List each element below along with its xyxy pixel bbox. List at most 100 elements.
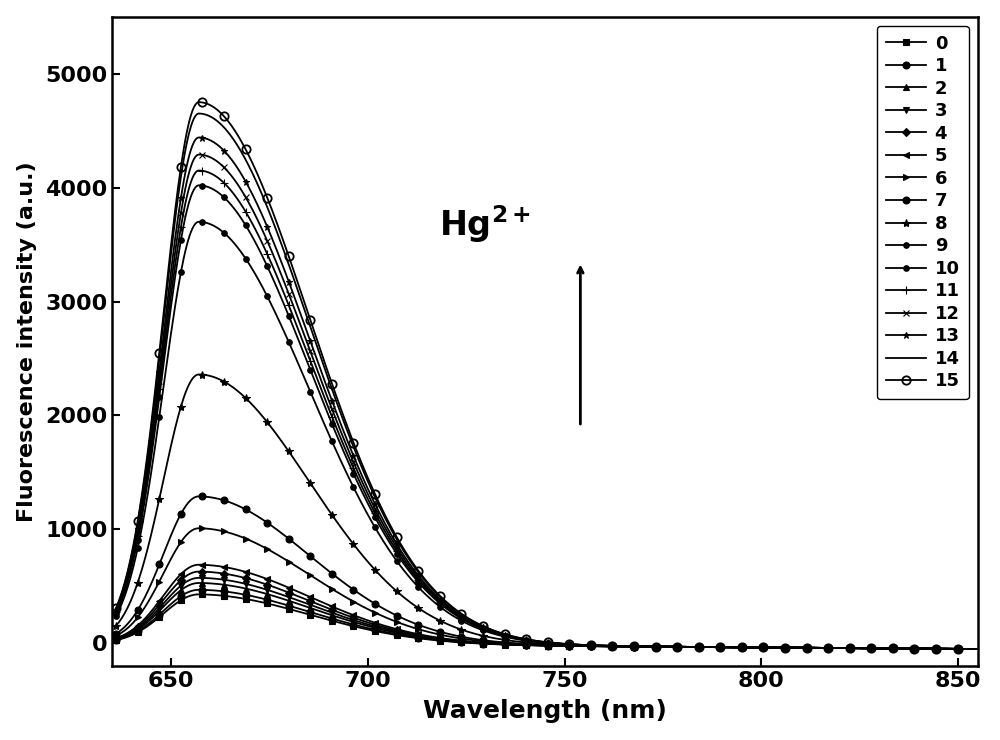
15 — [194, 98, 206, 107]
9 — [333, 453, 345, 462]
0 — [194, 590, 206, 599]
Line: 6: 6 — [113, 525, 981, 653]
Line: 12: 12 — [113, 151, 981, 653]
2 — [194, 579, 206, 588]
11 — [333, 430, 345, 439]
13 — [333, 415, 345, 424]
13 — [194, 133, 206, 142]
9 — [760, 643, 772, 652]
8 — [333, 520, 345, 529]
0 — [972, 645, 984, 653]
8 — [619, 642, 631, 650]
9 — [194, 218, 206, 226]
4 — [687, 642, 699, 651]
12 — [264, 243, 276, 252]
13 — [687, 642, 699, 651]
4 — [619, 642, 631, 651]
12 — [972, 645, 984, 653]
7 — [972, 645, 984, 653]
10 — [333, 437, 345, 445]
0 — [760, 643, 772, 652]
0 — [264, 599, 276, 608]
0 — [333, 618, 345, 627]
14 — [110, 604, 122, 613]
12 — [760, 643, 772, 652]
8 — [501, 636, 513, 645]
2 — [333, 613, 345, 622]
1 — [264, 596, 276, 605]
6 — [264, 546, 276, 555]
7 — [760, 643, 772, 652]
8 — [760, 643, 772, 652]
15 — [501, 630, 513, 639]
7 — [333, 575, 345, 584]
10 — [194, 181, 206, 189]
15 — [619, 642, 631, 650]
1 — [619, 642, 631, 651]
Line: 14: 14 — [116, 113, 978, 649]
Legend: 0, 1, 2, 3, 4, 5, 6, 7, 8, 9, 10, 11, 12, 13, 14, 15: 0, 1, 2, 3, 4, 5, 6, 7, 8, 9, 10, 11, 12… — [877, 26, 969, 400]
8 — [264, 421, 276, 430]
13 — [110, 605, 122, 614]
9 — [501, 633, 513, 642]
2 — [110, 635, 122, 644]
3 — [194, 574, 206, 582]
10 — [264, 268, 276, 277]
14 — [333, 405, 345, 414]
11 — [687, 642, 699, 651]
7 — [264, 520, 276, 529]
1 — [194, 585, 206, 594]
8 — [194, 370, 206, 379]
1 — [333, 616, 345, 625]
2 — [619, 642, 631, 651]
3 — [619, 642, 631, 651]
3 — [264, 586, 276, 595]
11 — [972, 645, 984, 653]
12 — [687, 642, 699, 651]
14 — [687, 642, 699, 651]
11 — [110, 608, 122, 616]
10 — [619, 642, 631, 650]
15 — [264, 201, 276, 209]
4 — [264, 581, 276, 590]
9 — [687, 642, 699, 651]
1 — [501, 640, 513, 649]
7 — [110, 629, 122, 638]
Line: 10: 10 — [113, 183, 980, 652]
11 — [501, 632, 513, 641]
6 — [760, 643, 772, 652]
13 — [760, 643, 772, 652]
5 — [264, 576, 276, 585]
5 — [194, 560, 206, 569]
6 — [333, 589, 345, 598]
6 — [110, 631, 122, 640]
2 — [972, 645, 984, 653]
6 — [619, 642, 631, 651]
Line: 11: 11 — [112, 166, 982, 653]
14 — [972, 645, 984, 653]
3 — [687, 642, 699, 651]
13 — [619, 642, 631, 650]
9 — [264, 297, 276, 306]
5 — [760, 643, 772, 652]
2 — [687, 642, 699, 651]
4 — [194, 567, 206, 576]
1 — [687, 642, 699, 651]
14 — [760, 643, 772, 652]
6 — [501, 639, 513, 648]
Line: 1: 1 — [113, 586, 981, 653]
2 — [264, 591, 276, 599]
11 — [760, 643, 772, 652]
8 — [687, 642, 699, 651]
15 — [972, 645, 984, 653]
1 — [972, 645, 984, 653]
Line: 2: 2 — [113, 579, 981, 653]
Line: 5: 5 — [113, 561, 981, 653]
5 — [333, 605, 345, 614]
Line: 4: 4 — [113, 569, 980, 652]
8 — [972, 645, 984, 653]
3 — [110, 635, 122, 644]
6 — [687, 642, 699, 651]
13 — [501, 631, 513, 640]
6 — [194, 524, 206, 533]
